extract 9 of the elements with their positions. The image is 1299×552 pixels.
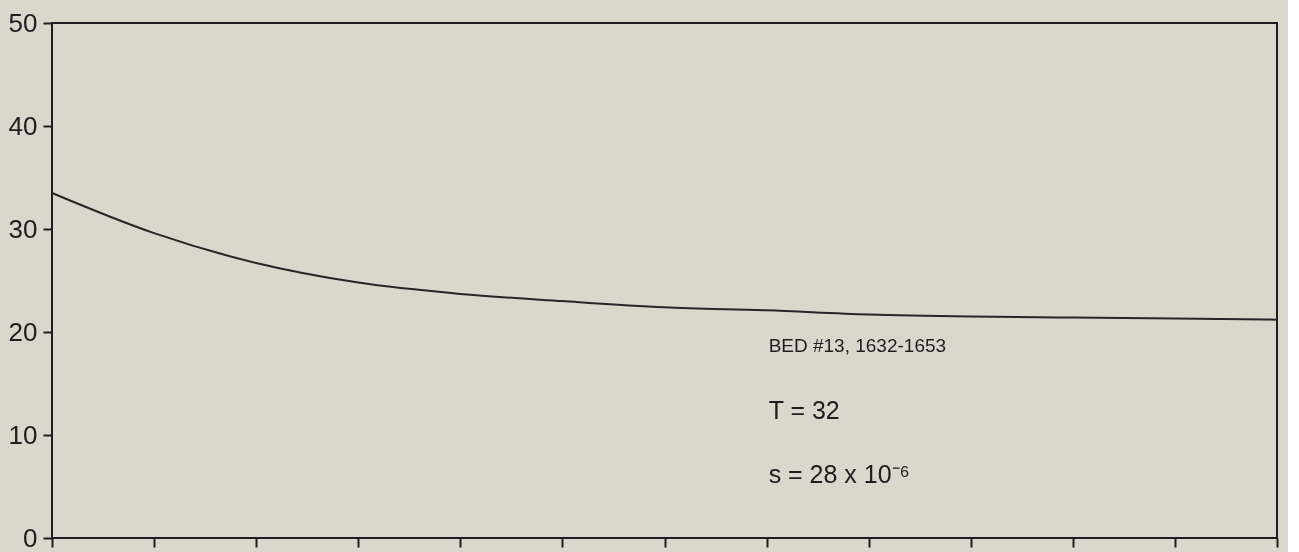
y-tick-label: 30 (8, 213, 38, 244)
annotation: s = 28 x 10⁻⁶ (768, 460, 910, 489)
y-tick-label: 50 (8, 7, 38, 38)
y-tick-label: 40 (8, 110, 38, 141)
annotation: T = 32 (768, 395, 840, 424)
y-tick-label: 0 (23, 522, 38, 552)
annotation: BED #13, 1632-1653 (768, 335, 947, 357)
y-tick-label: 10 (8, 419, 38, 450)
y-tick-label: 20 (8, 316, 38, 347)
